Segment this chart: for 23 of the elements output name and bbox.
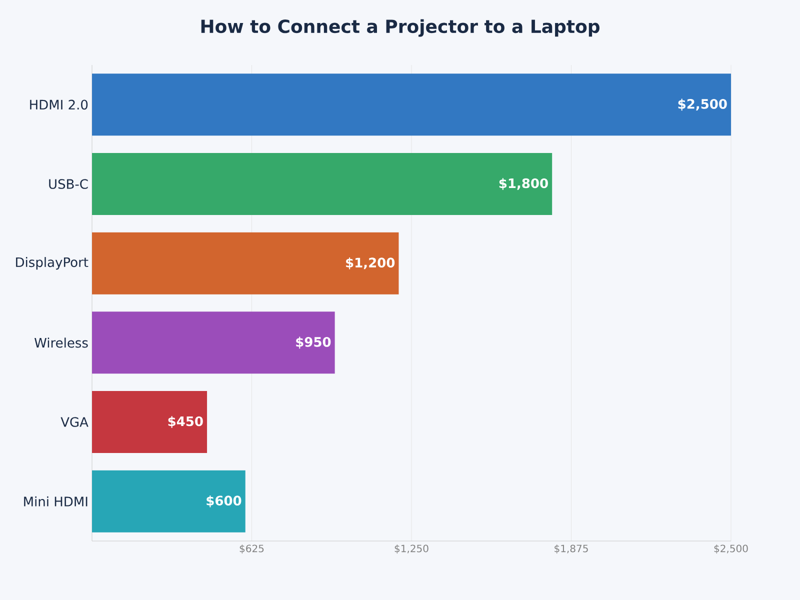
x-tick-label: $2,500 <box>714 544 748 554</box>
y-tick-label: VGA <box>60 417 88 427</box>
data-label: $1,200 <box>346 257 395 270</box>
y-tick-label: DisplayPort <box>16 257 88 270</box>
x-tick-label: $1,250 <box>394 544 428 554</box>
bar <box>92 470 246 532</box>
bar <box>92 74 732 136</box>
x-tick-label: $1,875 <box>554 544 588 554</box>
chart-title: How to Connect a Projector to a Laptop <box>201 19 600 37</box>
bar <box>92 391 208 454</box>
bar <box>92 232 399 294</box>
bar <box>92 153 552 216</box>
y-tick-label: Mini HDMI <box>24 496 88 506</box>
data-label: $2,500 <box>678 98 727 111</box>
data-label: $950 <box>296 336 331 349</box>
bar <box>92 312 335 374</box>
data-label: $1,800 <box>499 178 548 190</box>
data-label: $600 <box>206 495 242 508</box>
data-label: $450 <box>168 416 203 428</box>
y-tick-label: USB-C <box>49 179 88 189</box>
y-tick-label: Wireless <box>34 338 88 348</box>
y-tick-label: HDMI 2.0 <box>30 100 88 110</box>
x-tick-label: $625 <box>240 544 264 554</box>
